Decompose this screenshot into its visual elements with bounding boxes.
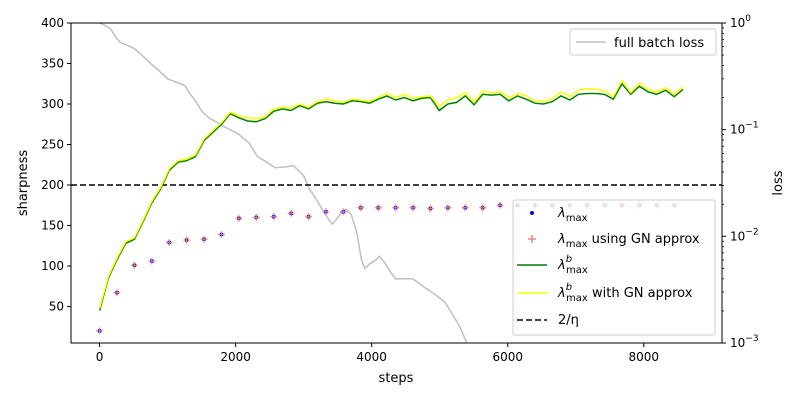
- legend-entry-symbol: 2/η: [558, 313, 579, 328]
- lambda-b-line: [98, 82, 684, 311]
- lambda-max-gn-point: [426, 205, 434, 213]
- lambda-max-gn-point: [235, 214, 243, 222]
- lambda-max-gn-point: [444, 204, 452, 212]
- y-tick-label: 50: [49, 300, 64, 314]
- legend-entry-label: λb max with GN approx: [557, 282, 693, 304]
- lambda-max-gn-point: [392, 204, 400, 212]
- lambda-max-gn-point: [305, 213, 313, 221]
- lambda-max-gn-point: [479, 204, 487, 212]
- lambda-max-gn-point: [130, 261, 138, 269]
- lambda-max-gn-point: [148, 257, 156, 265]
- x-tick-label: 2000: [220, 350, 251, 364]
- y2-tick-exponent: 0: [745, 14, 751, 24]
- legend-lambda-max-gn-swatch: [528, 235, 536, 243]
- bottom-axis: 0 2000 4000 6000 8000: [96, 343, 659, 364]
- y2-tick-label: 10−3: [730, 334, 759, 350]
- legend-loss-frame: [569, 28, 717, 56]
- legend-entry-superscript: b: [566, 254, 572, 265]
- y2-tick-exponent: −3: [745, 334, 758, 344]
- y-tick-label: 300: [41, 97, 64, 111]
- legend-lambda-max-swatch: [530, 211, 534, 215]
- lambda-b-gn-line: [98, 79, 684, 309]
- x-tick-label: 4000: [356, 350, 387, 364]
- y-tick-label: 200: [41, 178, 64, 192]
- y2-tick-base: 10: [730, 123, 745, 137]
- lambda-max-gn-point: [165, 239, 173, 247]
- y-tick-label: 150: [41, 219, 64, 233]
- loss-line: [99, 23, 468, 343]
- lambda-max-gn-point: [461, 204, 469, 212]
- legend-loss-label: full batch loss: [614, 36, 704, 51]
- y-tick-label: 100: [41, 259, 64, 273]
- axes-frame: [70, 22, 723, 344]
- legend-entry-suffix: with GN approx: [588, 286, 693, 301]
- legend-entry-symbol: λ: [557, 206, 566, 221]
- lambda-max-gn-point: [252, 213, 260, 221]
- lambda-max-gn-point: [270, 213, 278, 221]
- legend-sharpness-frame: [512, 199, 716, 336]
- x-tick-label: 8000: [628, 350, 659, 364]
- legend-loss: full batch loss: [569, 28, 717, 56]
- legend-entry-symbol: λ: [557, 258, 566, 273]
- legend-entry-subscript: max: [566, 213, 588, 224]
- lambda-max-gn-point: [183, 236, 191, 244]
- y-tick-label: 400: [41, 16, 64, 30]
- legend-entry-label: λb max: [557, 254, 588, 276]
- lambda-max-gn-point: [287, 209, 295, 217]
- y-axis-label: sharpness: [16, 150, 31, 217]
- lambda-max-gn-point: [96, 327, 104, 335]
- y-tick-label: 350: [41, 57, 64, 71]
- y2-tick-label: 100: [730, 14, 751, 30]
- lambda-max-gn-point: [322, 208, 330, 216]
- legend-entry-suffix: using GN approx: [588, 232, 700, 247]
- lambda-max-gn-point: [357, 204, 365, 212]
- x-tick-label: 6000: [492, 350, 523, 364]
- y2-tick-exponent: −2: [745, 227, 758, 237]
- y2-tick-base: 10: [730, 229, 745, 243]
- lambda-max-gn-point: [217, 230, 225, 238]
- legend-entry-subscript: max: [566, 293, 588, 304]
- y2-tick-base: 10: [730, 336, 745, 350]
- legend-entry-symbol: λ: [557, 232, 566, 247]
- legend-entry-subscript: max: [566, 265, 588, 276]
- y2-tick-label: 10−2: [730, 227, 759, 243]
- legend-entry-label: λmax using GN approx: [557, 232, 700, 250]
- lambda-max-gn-point: [200, 235, 208, 243]
- lambda-max-gn-point: [113, 289, 121, 297]
- x-tick-label: 0: [96, 350, 104, 364]
- lambda-max-gn-point: [409, 204, 417, 212]
- lambda-max-gn-point: [374, 204, 382, 212]
- lambda-max-gn-point: [496, 201, 504, 209]
- legend-entry-symbol: λ: [557, 286, 566, 301]
- legend-entry-label: λmax: [557, 206, 588, 224]
- y2-axis-label: loss: [771, 170, 786, 195]
- y-tick-label: 250: [41, 138, 64, 152]
- x-axis-label: steps: [379, 371, 414, 386]
- lambda-max-gn-point: [339, 208, 347, 216]
- left-axis: 50 100 150 200 250 300 350 400: [41, 16, 71, 314]
- legend-entry-subscript: max: [566, 239, 588, 250]
- y2-tick-label: 10−1: [730, 121, 759, 137]
- legend-entry-superscript: b: [566, 282, 572, 293]
- y2-tick-base: 10: [730, 16, 745, 30]
- legend-entry-label: 2/η: [558, 313, 579, 328]
- y2-tick-exponent: −1: [745, 121, 758, 131]
